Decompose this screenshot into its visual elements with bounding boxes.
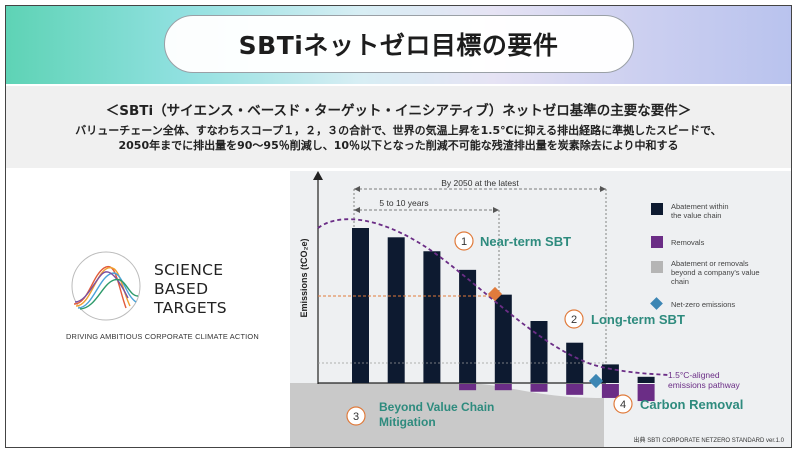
removal-bar bbox=[637, 384, 655, 402]
logo-wordmark: SCIENCE BASED TARGETS bbox=[154, 261, 227, 318]
span-2050-arrow-left bbox=[354, 186, 360, 192]
emissions-chart: Emissions (tCO₂e) By 2050 at the latest … bbox=[290, 171, 785, 447]
slide: SBTiネットゼロ目標の要件 ＜SBTi（サイエンス・ベースド・ターゲット・イニ… bbox=[5, 5, 792, 448]
span-near-arrow-right bbox=[493, 207, 499, 213]
pathway-label-2: emissions pathway bbox=[668, 380, 741, 390]
legend-abatement-1: Abatement within bbox=[671, 202, 729, 211]
removal-bar bbox=[601, 384, 619, 398]
callout-1: 1 Near-term SBT bbox=[454, 231, 571, 251]
legend-netzero: Net-zero emissions bbox=[671, 300, 735, 309]
pathway-curve bbox=[317, 218, 669, 376]
callout-1-num: 1 bbox=[461, 236, 467, 248]
legend: Abatement within the value chain Removal… bbox=[650, 202, 760, 310]
sbt-logo-mark bbox=[71, 251, 141, 321]
abatement-bar bbox=[423, 251, 441, 383]
abatement-bar bbox=[387, 237, 405, 383]
abatement-bar bbox=[530, 321, 548, 383]
pathway-label-1: 1.5°C-aligned bbox=[668, 370, 720, 380]
page-title: SBTiネットゼロ目標の要件 bbox=[238, 31, 559, 60]
y-axis-arrow bbox=[313, 171, 323, 180]
legend-beyond-3: chain bbox=[671, 277, 689, 286]
legend-removals: Removals bbox=[671, 238, 705, 247]
requirements-line-1: バリューチェーン全体、すなわちスコープ１，２，３の合計で、世界の気温上昇を1.5… bbox=[75, 124, 722, 137]
removal-bar bbox=[459, 384, 477, 391]
callout-4-num: 4 bbox=[620, 399, 626, 411]
callout-3-label-2: Mitigation bbox=[379, 415, 436, 429]
sbt-logo: SCIENCE BASED TARGETS DRIVING AMBITIOUS … bbox=[66, 246, 316, 346]
legend-swatch-beyond bbox=[651, 261, 663, 273]
callout-4-label: Carbon Removal bbox=[640, 397, 743, 412]
callout-3: 3 Beyond Value Chain Mitigation bbox=[346, 400, 494, 429]
abatement-bar bbox=[601, 364, 619, 383]
callout-2-label: Long-term SBT bbox=[591, 312, 685, 327]
near-term-diamond bbox=[487, 286, 503, 302]
removal-bar bbox=[566, 384, 584, 395]
removal-bars bbox=[459, 384, 655, 402]
net-zero-diamond bbox=[588, 373, 604, 389]
requirements-line-2: 2050年までに排出量を90～95％削減し、10％以下となった削減不可能な残渣排… bbox=[118, 139, 679, 152]
callout-2: 2 Long-term SBT bbox=[564, 309, 685, 329]
abatement-bar bbox=[459, 269, 477, 383]
legend-beyond-2: beyond a company's value bbox=[671, 268, 760, 277]
span-near-arrow-left bbox=[354, 207, 360, 213]
removal-bar bbox=[494, 384, 512, 391]
logo-line-1: SCIENCE bbox=[154, 261, 224, 279]
legend-abatement-2: the value chain bbox=[671, 211, 721, 220]
abatement-bars bbox=[352, 228, 655, 383]
span-2050-arrow-right bbox=[600, 186, 606, 192]
callout-4: 4 Carbon Removal bbox=[613, 394, 743, 414]
source-note: 出典 SBTI CORPORATE NETZERO STANDARD ver.1… bbox=[634, 436, 785, 444]
callout-3-label-1: Beyond Value Chain bbox=[379, 400, 494, 414]
callout-3-num: 3 bbox=[353, 411, 359, 423]
title-banner: SBTiネットゼロ目標の要件 bbox=[6, 6, 791, 84]
callout-2-num: 2 bbox=[571, 314, 577, 326]
logo-line-2: BASED bbox=[154, 280, 209, 298]
requirements-panel: ＜SBTi（サイエンス・ベースド・ターゲット・イニシアティブ）ネットゼロ基準の主… bbox=[6, 86, 791, 168]
span-near-label: 5 to 10 years bbox=[379, 198, 428, 208]
legend-beyond-1: Abatement or removals bbox=[671, 259, 749, 268]
legend-swatch-removals bbox=[651, 236, 663, 248]
abatement-bar bbox=[352, 228, 369, 383]
logo-tagline: DRIVING AMBITIOUS CORPORATE CLIMATE ACTI… bbox=[66, 332, 259, 341]
legend-swatch-netzero bbox=[650, 297, 663, 310]
y-axis-label: Emissions (tCO₂e) bbox=[299, 238, 309, 317]
span-2050-label: By 2050 at the latest bbox=[441, 178, 519, 188]
abatement-bar bbox=[494, 294, 512, 383]
beyond-value-chain-area bbox=[290, 383, 604, 447]
legend-swatch-abatement bbox=[651, 203, 663, 215]
requirements-heading: ＜SBTi（サイエンス・ベースド・ターゲット・イニシアティブ）ネットゼロ基準の主… bbox=[105, 103, 692, 119]
callout-1-label: Near-term SBT bbox=[480, 234, 571, 249]
title-box: SBTiネットゼロ目標の要件 bbox=[163, 15, 634, 73]
logo-line-3: TARGETS bbox=[154, 299, 227, 317]
abatement-bar bbox=[637, 376, 655, 383]
removal-bar bbox=[530, 384, 548, 392]
